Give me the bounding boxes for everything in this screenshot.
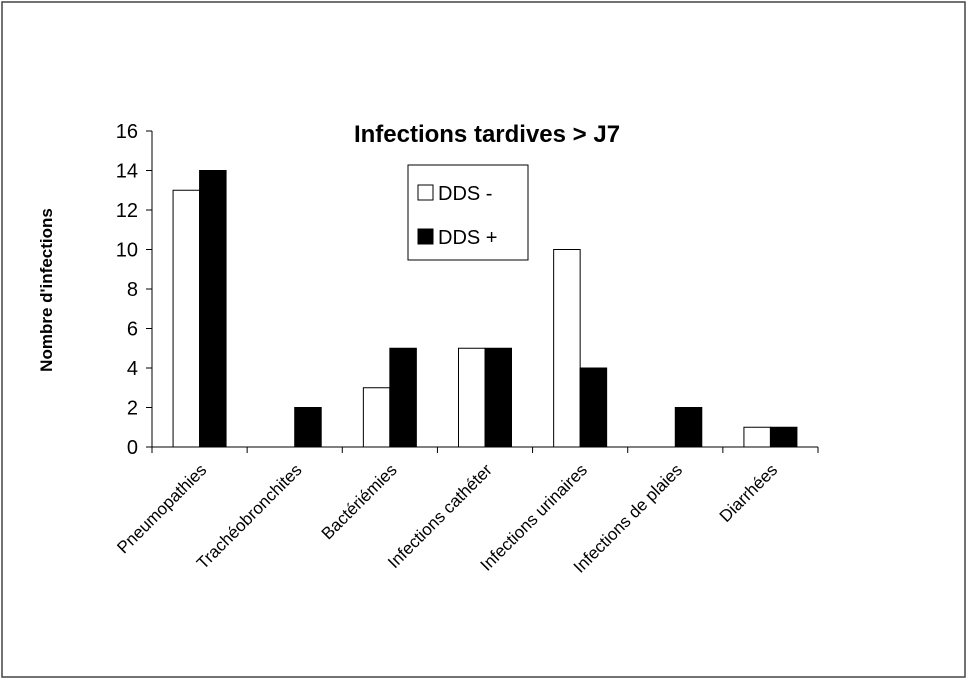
bar: [294, 407, 322, 448]
bar: [389, 347, 417, 448]
legend-label: DDS +: [438, 227, 497, 249]
y-tick-label: 14: [116, 161, 138, 183]
bar: [553, 249, 581, 448]
bar: [769, 426, 798, 448]
bar: [199, 170, 227, 448]
y-tick-label: 8: [127, 279, 138, 301]
chart-title: Infections tardives > J7: [354, 121, 620, 148]
y-tick-label: 2: [127, 398, 138, 420]
y-axis-label: Nombre d'infections: [37, 208, 56, 372]
legend-swatch: [417, 184, 434, 201]
bar: [674, 407, 703, 448]
bar: [484, 347, 512, 448]
y-tick-label: 16: [116, 121, 138, 143]
bar: [579, 367, 608, 448]
bar: [458, 347, 486, 448]
y-tick-label: 0: [127, 437, 138, 459]
y-tick-label: 4: [127, 358, 138, 380]
bar: [743, 426, 771, 448]
y-tick-label: 12: [116, 200, 138, 222]
legend-label: DDS -: [438, 183, 492, 205]
y-tick-label: 6: [127, 319, 138, 341]
bar: [172, 189, 201, 448]
bar: [362, 387, 391, 448]
legend-swatch: [417, 228, 434, 245]
y-tick-label: 10: [116, 240, 138, 262]
